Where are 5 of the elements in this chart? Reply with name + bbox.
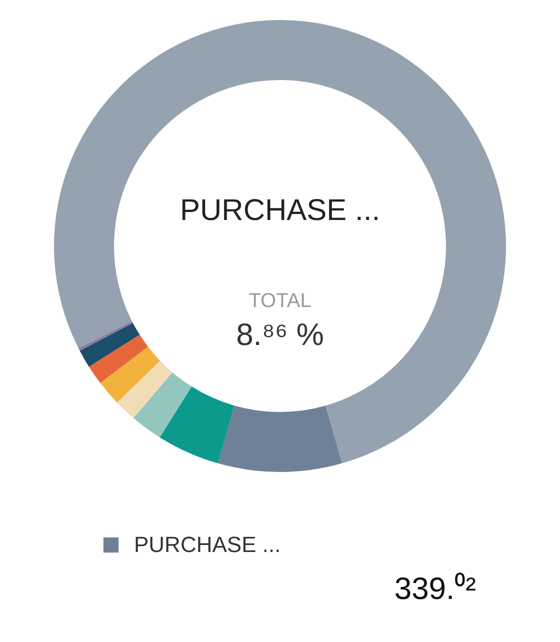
text: 339.⁰² <box>394 571 476 606</box>
text: 8.⁸⁶ % <box>236 317 324 352</box>
legend-label: PURCHASE ... <box>134 532 281 557</box>
text: PURCHASE ... <box>180 194 380 227</box>
text: TOTAL <box>248 290 312 312</box>
